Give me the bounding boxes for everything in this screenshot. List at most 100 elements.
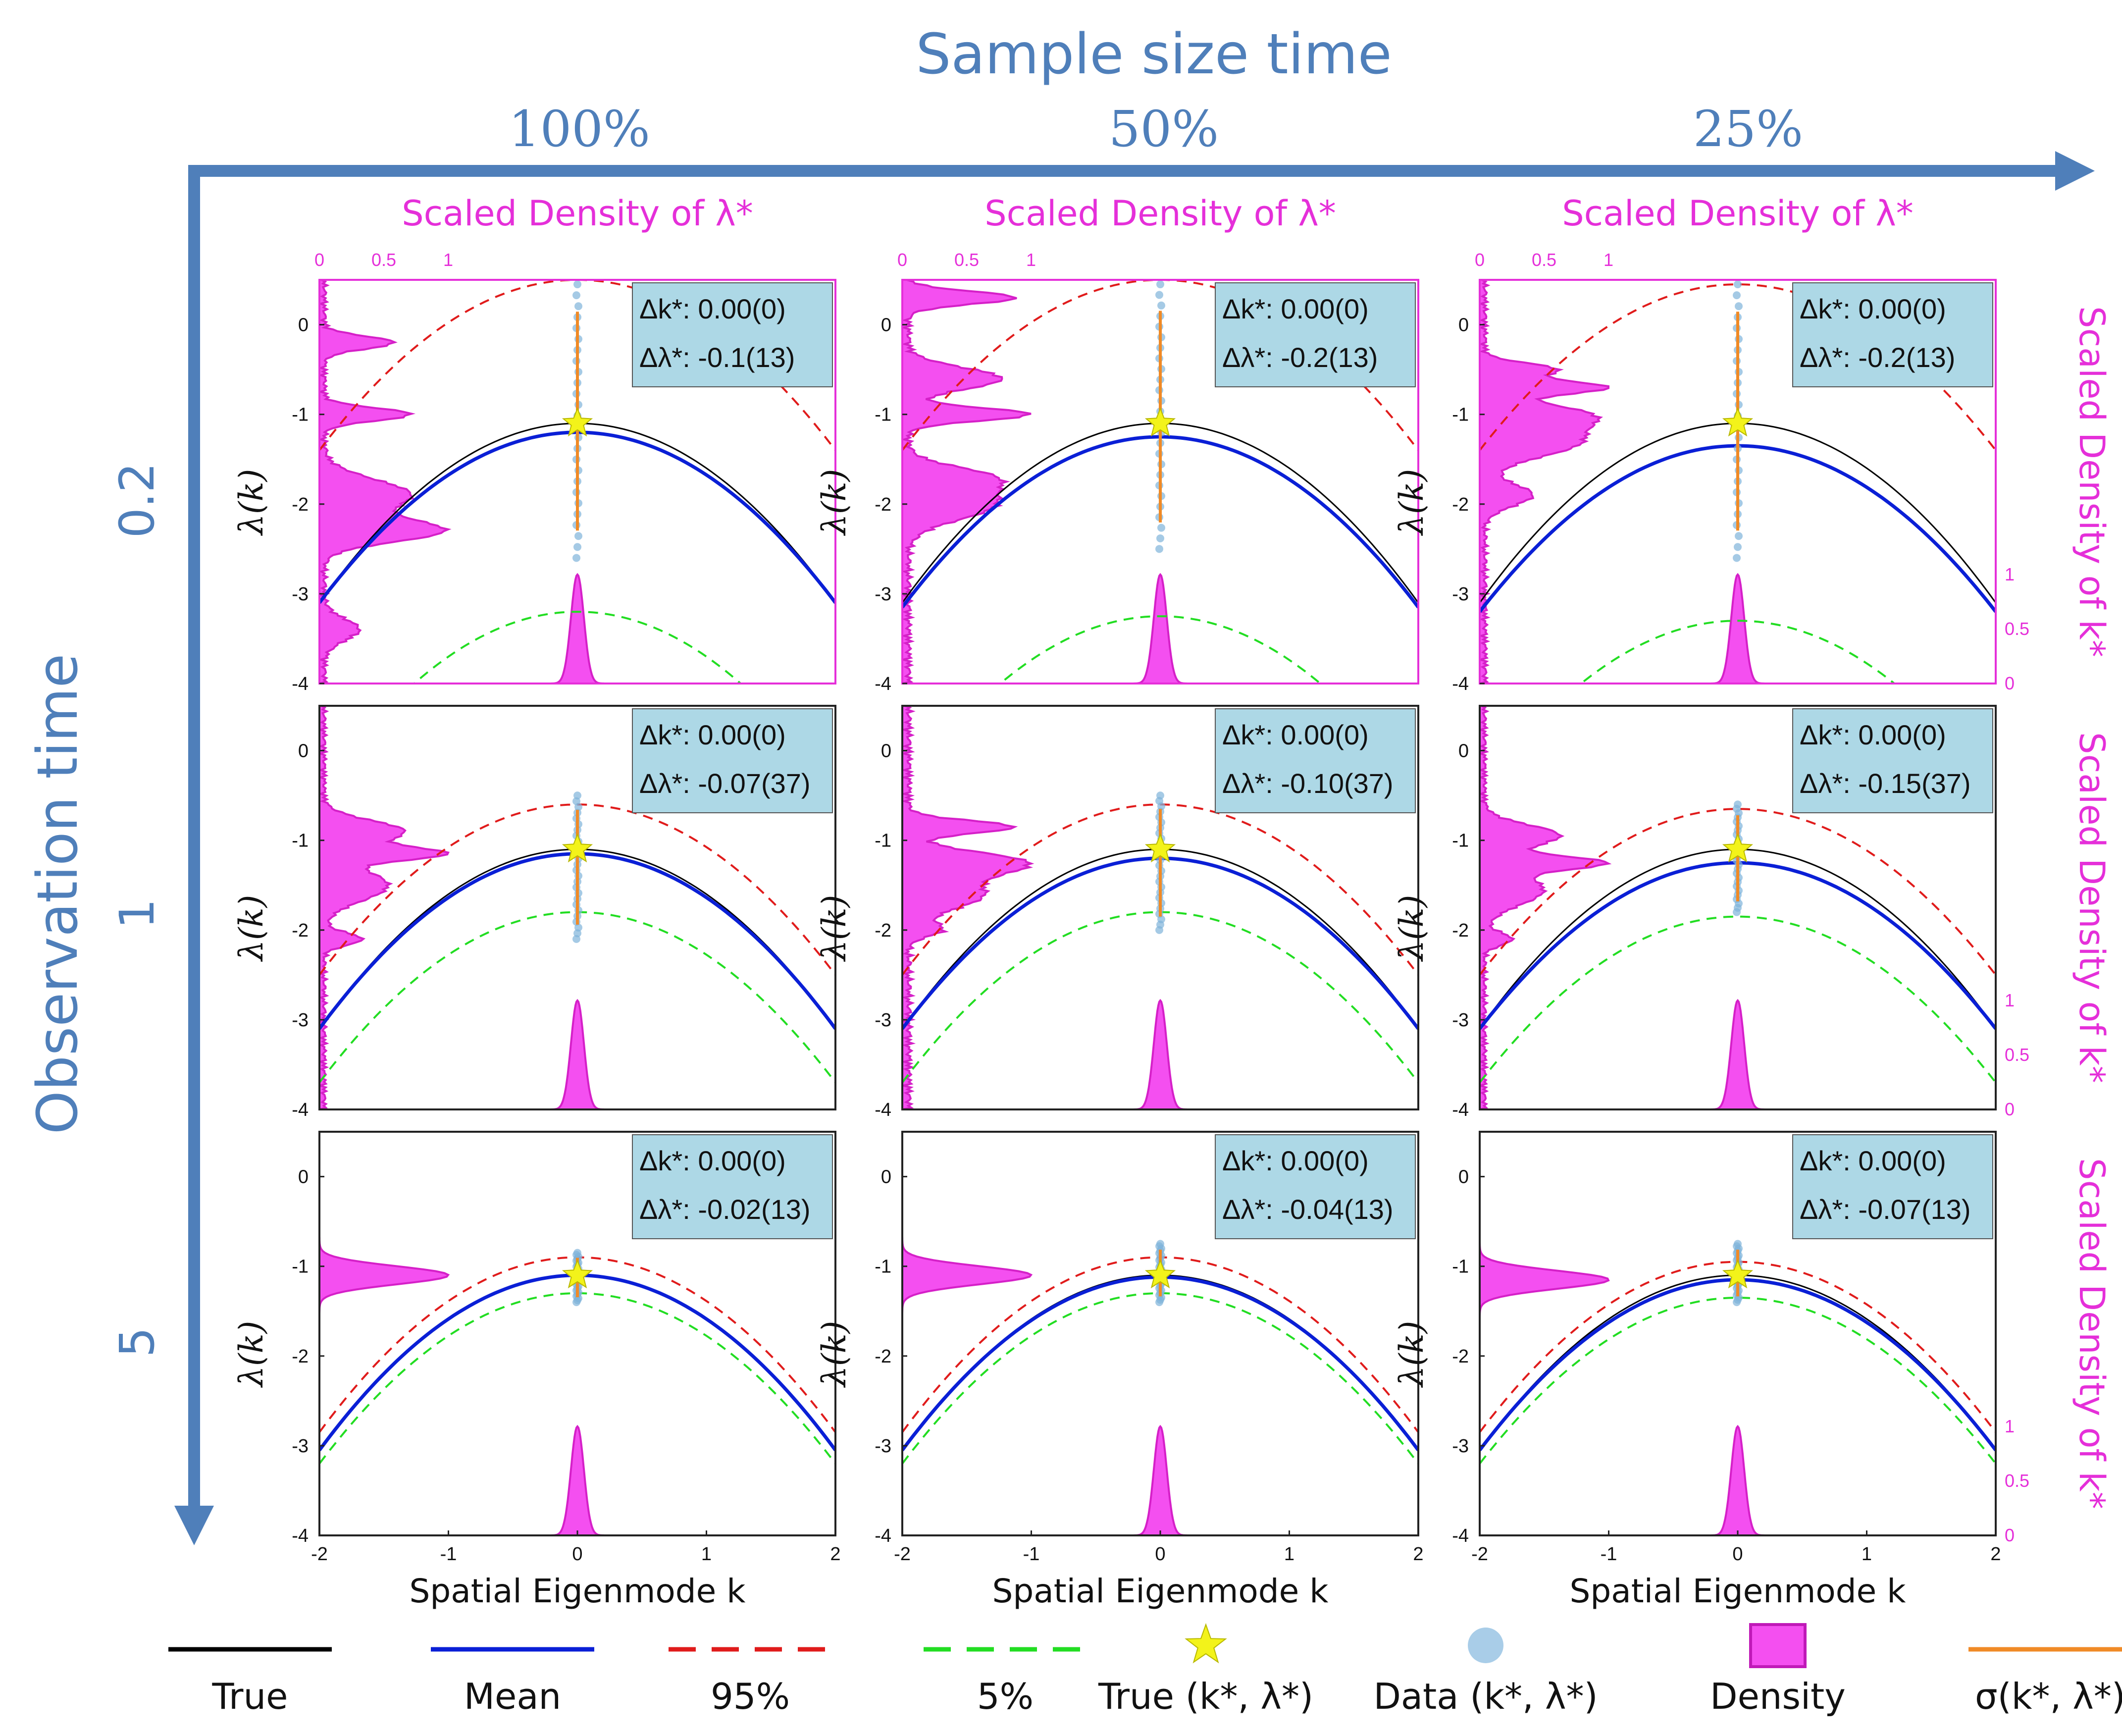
data-point [1155,545,1163,553]
data-point [1156,1240,1164,1248]
k-density [538,1424,617,1535]
y-axis-label: λ(k) [232,895,270,962]
lambda-density-tick: 0.5 [371,250,396,270]
k-density-title: Scaled Density of k* [2071,732,2112,1083]
series-line-5pct [413,611,742,684]
legend: True Mean 95% 5% True (k*, λ*) Data (k*, λ*) D… [168,1623,2122,1717]
axis-arrows [174,151,2095,1545]
true-star [562,1259,593,1289]
y-tick-label: -1 [1452,1257,1469,1277]
legend-item-1: True [168,1647,332,1717]
data-point [1156,534,1164,542]
y-axis-label: λ(k) [232,1321,270,1388]
y-axis-label: λ(k) [1393,895,1431,962]
true-star [1722,407,1754,437]
y-tick-label: -2 [1452,920,1469,941]
y-tick-label: -1 [875,831,891,851]
panel-frame [901,705,1419,1110]
legend-item-4: 5% [924,1647,1087,1717]
series-line-5pct [1579,620,1896,684]
annotation-box [1792,282,1993,387]
x-tick-label: -2 [1471,1544,1488,1565]
y-tick-label: -1 [875,1257,891,1277]
legend-item-3: 95% [669,1647,832,1717]
y-axis-label: λ(k) [815,469,853,536]
panel-4: Δk*: 0.00(0) Δλ*: -0.07(37) -4 -3 -2 -1 0 λ(k) [232,705,836,1120]
annotation-dk: Δk*: 0.00(0) [639,1145,786,1176]
y-tick-label: -2 [292,1346,309,1367]
panel-frame [1479,705,1997,1110]
data-point [573,543,581,551]
y-axis-label: λ(k) [1393,469,1431,536]
annotation-dlambda: Δλ*: -0.15(37) [1800,768,1971,799]
k-density [1699,1424,1777,1535]
y-tick-label: -2 [292,920,309,941]
k-density [1121,999,1199,1109]
data-point [1155,291,1163,299]
y-tick-label: 0 [1458,741,1469,762]
k-density-tick: 0.5 [2005,1471,2029,1491]
lambda-density [1480,706,1612,1109]
lambda-density-tick: 1 [443,250,453,270]
y-tick-label: -1 [875,405,891,425]
lambda-density-tick: 0 [1475,250,1485,270]
y-tick-label: -4 [1452,1526,1469,1546]
y-tick-label: -4 [875,1526,891,1546]
k-density [538,573,617,684]
y-tick-label: -1 [1452,831,1469,851]
k-density-tick: 0.5 [2005,1045,2029,1065]
y-tick-label: -3 [875,1436,891,1457]
y-tick-label: 0 [881,1167,891,1188]
col-label-2: 50% [1109,100,1219,158]
data-point [574,302,582,311]
data-point [1735,532,1743,540]
data-point [573,1249,581,1257]
y-tick-label: -2 [1452,1346,1469,1367]
data-point [572,291,580,300]
x-tick-label: -1 [440,1544,457,1565]
k-density-title: Scaled Density of k* [2071,306,2112,657]
y-axis-label: λ(k) [232,469,270,536]
x-tick-label: -1 [1023,1544,1040,1565]
y-tick-label: 0 [298,315,309,336]
y-tick-label: 0 [298,741,309,762]
legend-item-6: Data (k*, λ*) [1373,1628,1598,1717]
true-star [1144,833,1176,863]
y-tick-label: 0 [298,1167,309,1188]
y-tick-label: -2 [875,1346,891,1367]
data-point [1734,800,1742,809]
panel-5: Δk*: 0.00(0) Δλ*: -0.10(37) -4 -3 -2 -1 0 λ(k) [815,705,1419,1120]
series-line-5pct [1480,1297,1996,1465]
lambda-density-title: Scaled Density of λ* [984,193,1336,234]
col-label-1: 100% [509,100,650,158]
y-tick-label: -4 [292,1526,309,1546]
data-point [1734,1240,1742,1248]
annotation-dlambda: Δλ*: -0.04(13) [1222,1194,1394,1225]
row-label-2: 1 [109,898,165,929]
k-density [1121,1424,1199,1535]
y-tick-label: -3 [292,1436,309,1457]
panel-3: Δk*: 0.00(0) Δλ*: -0.2(13) -4 -3 -2 -1 0 λ(k) Sc… [1393,193,2112,694]
y-tick-label: 0 [881,315,891,336]
data-point [1733,291,1741,300]
y-tick-label: -2 [292,494,309,515]
true-star [1722,1259,1754,1289]
y-tick-label: -1 [1452,405,1469,425]
k-density [1699,573,1777,684]
y-tick-label: -3 [1452,1436,1469,1457]
panel-plot-area [902,1132,1418,1535]
y-tick-label: -3 [1452,584,1469,605]
legend-label: σ(k*, λ*) [1975,1676,2122,1717]
lambda-density-tick: 1 [1026,250,1036,270]
panel-plot-area [319,706,835,1109]
k-density-tick: 0 [2005,673,2015,693]
legend-label: True [212,1676,288,1717]
lambda-density [319,706,450,1109]
row-label-3: 5 [109,1327,165,1357]
legend-star [1185,1623,1227,1664]
annotation-dlambda: Δλ*: -0.2(13) [1800,342,1955,373]
y-axis-label: λ(k) [1393,1321,1431,1388]
annotation-box [1792,1134,1993,1239]
y-tick-label: 0 [1458,1167,1469,1188]
